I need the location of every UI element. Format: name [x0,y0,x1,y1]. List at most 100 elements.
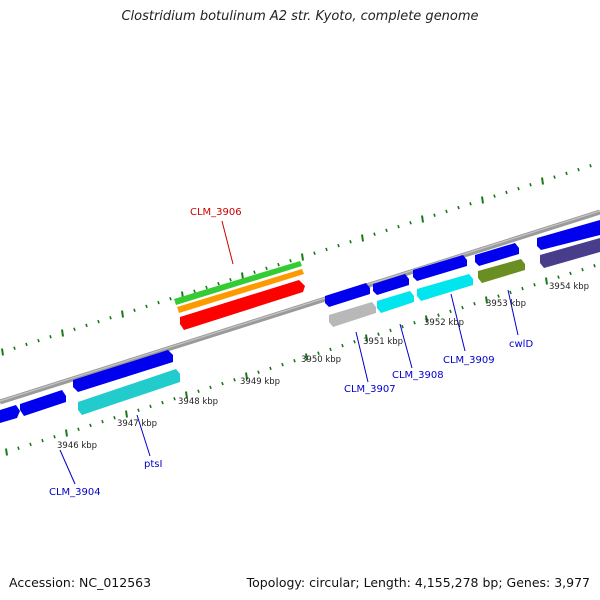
minor-tick [534,283,535,286]
outer-tick-track [2,164,591,355]
minor-tick [338,244,339,247]
minor-tick [506,191,507,194]
minor-tick [570,272,571,275]
minor-tick [314,252,315,255]
minor-tick [282,363,283,366]
minor-tick [386,229,387,232]
gene-label[interactable]: CLM_3907 [344,384,396,395]
gene-arrow[interactable] [0,405,20,423]
gene-arrow[interactable] [325,283,370,307]
scale-label: 3949 kbp [240,377,280,387]
major-tick [62,329,63,336]
minor-tick [254,271,255,274]
minor-tick [266,267,267,270]
accession-text: Accession: NC_012563 [9,575,151,590]
minor-tick [522,287,523,290]
minor-tick [582,268,583,271]
minor-tick [102,420,103,423]
minor-tick [510,291,511,294]
minor-tick [174,397,175,400]
gene-label[interactable]: CLM_3909 [443,355,495,366]
minor-tick [566,172,567,175]
minor-tick [170,297,171,300]
major-tick [542,177,543,184]
minor-tick [30,443,31,446]
minor-tick [42,439,43,442]
label-connector [222,221,233,264]
minor-tick [554,176,555,179]
minor-tick [146,305,147,308]
major-tick [422,215,423,222]
major-tick [302,253,303,260]
minor-tick [150,405,151,408]
minor-tick [342,344,343,347]
gene-arrow[interactable] [329,302,376,327]
minor-tick [470,202,471,205]
minor-tick [330,348,331,351]
minor-tick [258,371,259,374]
genome-summary: Topology: circular; Length: 4,155,278 bp… [247,575,590,590]
gene-label[interactable]: ptsI [144,459,162,470]
minor-tick [350,240,351,243]
genome-map: 3946 kbp3947 kbp3948 kbp3949 kbp3950 kbp… [0,0,600,600]
minor-tick [354,340,355,343]
minor-tick [14,347,15,350]
minor-tick [194,290,195,293]
gene-label[interactable]: CLM_3906 [190,207,242,218]
gene-label[interactable]: cwlD [509,339,533,350]
minor-tick [414,321,415,324]
label-connector [508,290,518,335]
minor-tick [162,401,163,404]
minor-tick [50,335,51,338]
major-tick [126,410,127,417]
minor-tick [398,225,399,228]
minor-tick [410,221,411,224]
major-tick [66,429,67,436]
minor-tick [290,259,291,262]
minor-tick [390,329,391,332]
minor-tick [378,333,379,336]
major-tick [546,277,547,284]
minor-tick [74,328,75,331]
minor-tick [86,324,87,327]
scale-label: 3946 kbp [57,441,97,451]
minor-tick [210,386,211,389]
minor-tick [230,278,231,281]
minor-tick [294,359,295,362]
minor-tick [78,428,79,431]
minor-tick [494,195,495,198]
scale-label: 3952 kbp [424,318,464,328]
minor-tick [518,187,519,190]
major-tick [482,196,483,203]
scale-label: 3951 kbp [363,337,403,347]
minor-tick [278,263,279,266]
minor-tick [446,210,447,213]
gene-arrow[interactable] [377,291,414,313]
minor-tick [26,343,27,346]
scale-label: 3950 kbp [301,355,341,365]
minor-tick [578,168,579,171]
scale-label: 3947 kbp [117,419,157,429]
major-tick [6,449,7,456]
minor-tick [558,276,559,279]
minor-tick [594,264,595,267]
minor-tick [90,424,91,427]
minor-tick [450,310,451,313]
major-tick [362,234,363,241]
minor-tick [498,295,499,298]
label-connector [60,450,75,484]
minor-tick [222,382,223,385]
gene-label[interactable]: CLM_3904 [49,487,101,498]
minor-tick [218,282,219,285]
minor-tick [402,325,403,328]
minor-tick [198,390,199,393]
minor-tick [530,183,531,186]
minor-tick [38,339,39,342]
gene-labels: CLM_3904 ptsI CLM_3906 CLM_3907 CLM_3908 CLM_… [49,207,533,498]
minor-tick [590,164,591,167]
major-tick [122,310,123,317]
minor-tick [110,316,111,319]
minor-tick [234,378,235,381]
gene-label[interactable]: CLM_3908 [392,370,444,381]
minor-tick [98,320,99,323]
